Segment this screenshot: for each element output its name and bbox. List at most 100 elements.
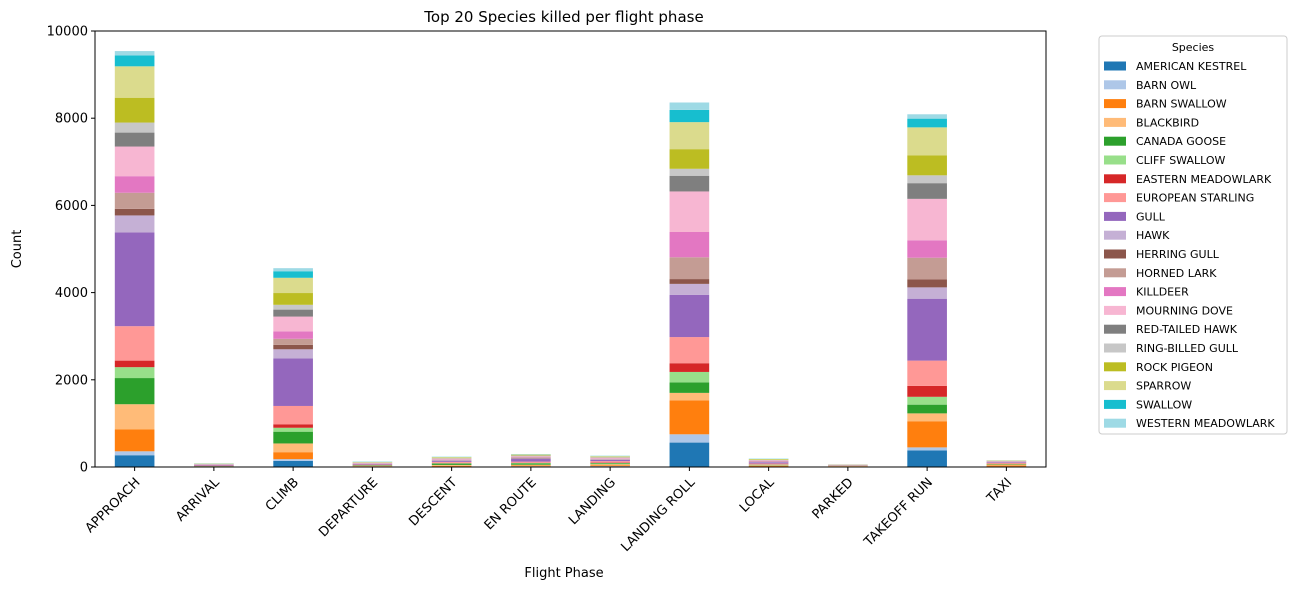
bar-segment <box>273 293 313 305</box>
bar-segment <box>987 464 1027 465</box>
bar-segment <box>115 98 155 123</box>
bar-segment <box>749 460 789 461</box>
bar-segment <box>907 447 947 450</box>
y-tick-label: 4000 <box>55 286 88 301</box>
bar-segment <box>273 461 313 467</box>
bar-segment <box>273 278 313 293</box>
legend-swatch <box>1104 118 1126 127</box>
legend-label: SWALLOW <box>1136 398 1192 411</box>
bar-segment <box>115 326 155 360</box>
bar-segment <box>273 443 313 452</box>
x-tick-label: LOCAL <box>737 475 778 516</box>
bar-segment <box>273 406 313 424</box>
legend-label: HORNED LARK <box>1136 267 1217 280</box>
bar-segment <box>670 382 710 392</box>
bar-segment <box>907 405 947 414</box>
bar-segment <box>907 127 947 155</box>
bar-segment <box>115 455 155 467</box>
bar-segment <box>907 114 947 118</box>
bar-segment <box>749 462 789 463</box>
bar-segment <box>907 183 947 199</box>
x-tick-label: EN ROUTE <box>482 475 540 533</box>
legend-title: Species <box>1172 41 1215 54</box>
bar-segment <box>590 464 630 465</box>
bar-segment <box>907 397 947 405</box>
bar-segment <box>273 317 313 332</box>
bar-segment <box>749 465 789 466</box>
bar-segment <box>273 459 313 461</box>
legend-label: RED-TAILED HAWK <box>1136 323 1238 336</box>
legend-frame <box>1099 36 1287 434</box>
bar-segment <box>670 295 710 337</box>
bar-segment <box>670 434 710 442</box>
bar-segment <box>670 176 710 192</box>
bar-segment <box>432 464 472 465</box>
legend-swatch <box>1104 62 1126 71</box>
bar-segment <box>194 465 234 466</box>
chart-title: Top 20 Species killed per flight phase <box>423 8 703 26</box>
legend-label: BARN SWALLOW <box>1136 98 1227 111</box>
bar-segment <box>115 133 155 147</box>
bar-segment <box>273 310 313 317</box>
plot-frame <box>95 31 1046 467</box>
bar-segment <box>670 363 710 372</box>
legend-label: EASTERN MEADOWLARK <box>1136 173 1272 186</box>
legend-swatch <box>1104 231 1126 240</box>
x-tick-label: LANDING <box>566 475 619 528</box>
x-tick-label: LANDING ROLL <box>619 475 699 555</box>
legend-swatch <box>1104 344 1126 353</box>
bar-segment <box>273 339 313 345</box>
legend-label: ROCK PIGEON <box>1136 361 1213 374</box>
bar-segment <box>670 400 710 434</box>
bar-segment <box>511 456 551 457</box>
legend-swatch <box>1104 80 1126 89</box>
bar-segment <box>115 66 155 97</box>
bar-segment <box>511 466 551 467</box>
x-tick-label: DEPARTURE <box>316 475 381 540</box>
bar-segment <box>115 123 155 133</box>
bar-segment <box>670 443 710 467</box>
legend-label: AMERICAN KESTREL <box>1136 60 1247 73</box>
bar-segment <box>987 463 1027 464</box>
bar-segment <box>670 149 710 169</box>
bar-segment <box>115 404 155 429</box>
bar-segment <box>432 459 472 460</box>
bar-segment <box>670 103 710 110</box>
bar-segment <box>115 176 155 193</box>
bar-segment <box>907 450 947 467</box>
bar-segment <box>432 461 472 462</box>
bar-segment <box>670 110 710 122</box>
bar-segment <box>590 465 630 466</box>
bar-segment <box>273 349 313 358</box>
legend-swatch <box>1104 306 1126 315</box>
bar-segment <box>511 459 551 462</box>
bar-segment <box>590 460 630 461</box>
bar-segment <box>511 457 551 458</box>
bar-segment <box>670 279 710 284</box>
legend-swatch <box>1104 400 1126 409</box>
x-tick-label: APPROACH <box>83 475 144 536</box>
bar-segment <box>670 372 710 382</box>
bar-segment <box>432 465 472 466</box>
legend-swatch <box>1104 193 1126 202</box>
legend-label: BLACKBIRD <box>1136 116 1199 129</box>
legend-label: CANADA GOOSE <box>1136 135 1226 148</box>
legend-label: WESTERN MEADOWLARK <box>1136 417 1275 430</box>
bar-segment <box>115 367 155 378</box>
bar-segment <box>590 456 630 457</box>
bar-segment <box>273 305 313 310</box>
bar-segment <box>670 232 710 257</box>
bar-segment <box>590 463 630 464</box>
bar-segment <box>749 466 789 467</box>
bar-segment <box>907 155 947 175</box>
legend-swatch <box>1104 156 1126 165</box>
legend-label: GULL <box>1136 210 1166 223</box>
bar-segment <box>749 464 789 465</box>
legend-swatch <box>1104 362 1126 371</box>
legend-swatch <box>1104 268 1126 277</box>
bar-segment <box>273 358 313 406</box>
x-tick-label: PARKED <box>810 475 857 522</box>
x-tick-label: TAKEOFF RUN <box>861 475 936 550</box>
